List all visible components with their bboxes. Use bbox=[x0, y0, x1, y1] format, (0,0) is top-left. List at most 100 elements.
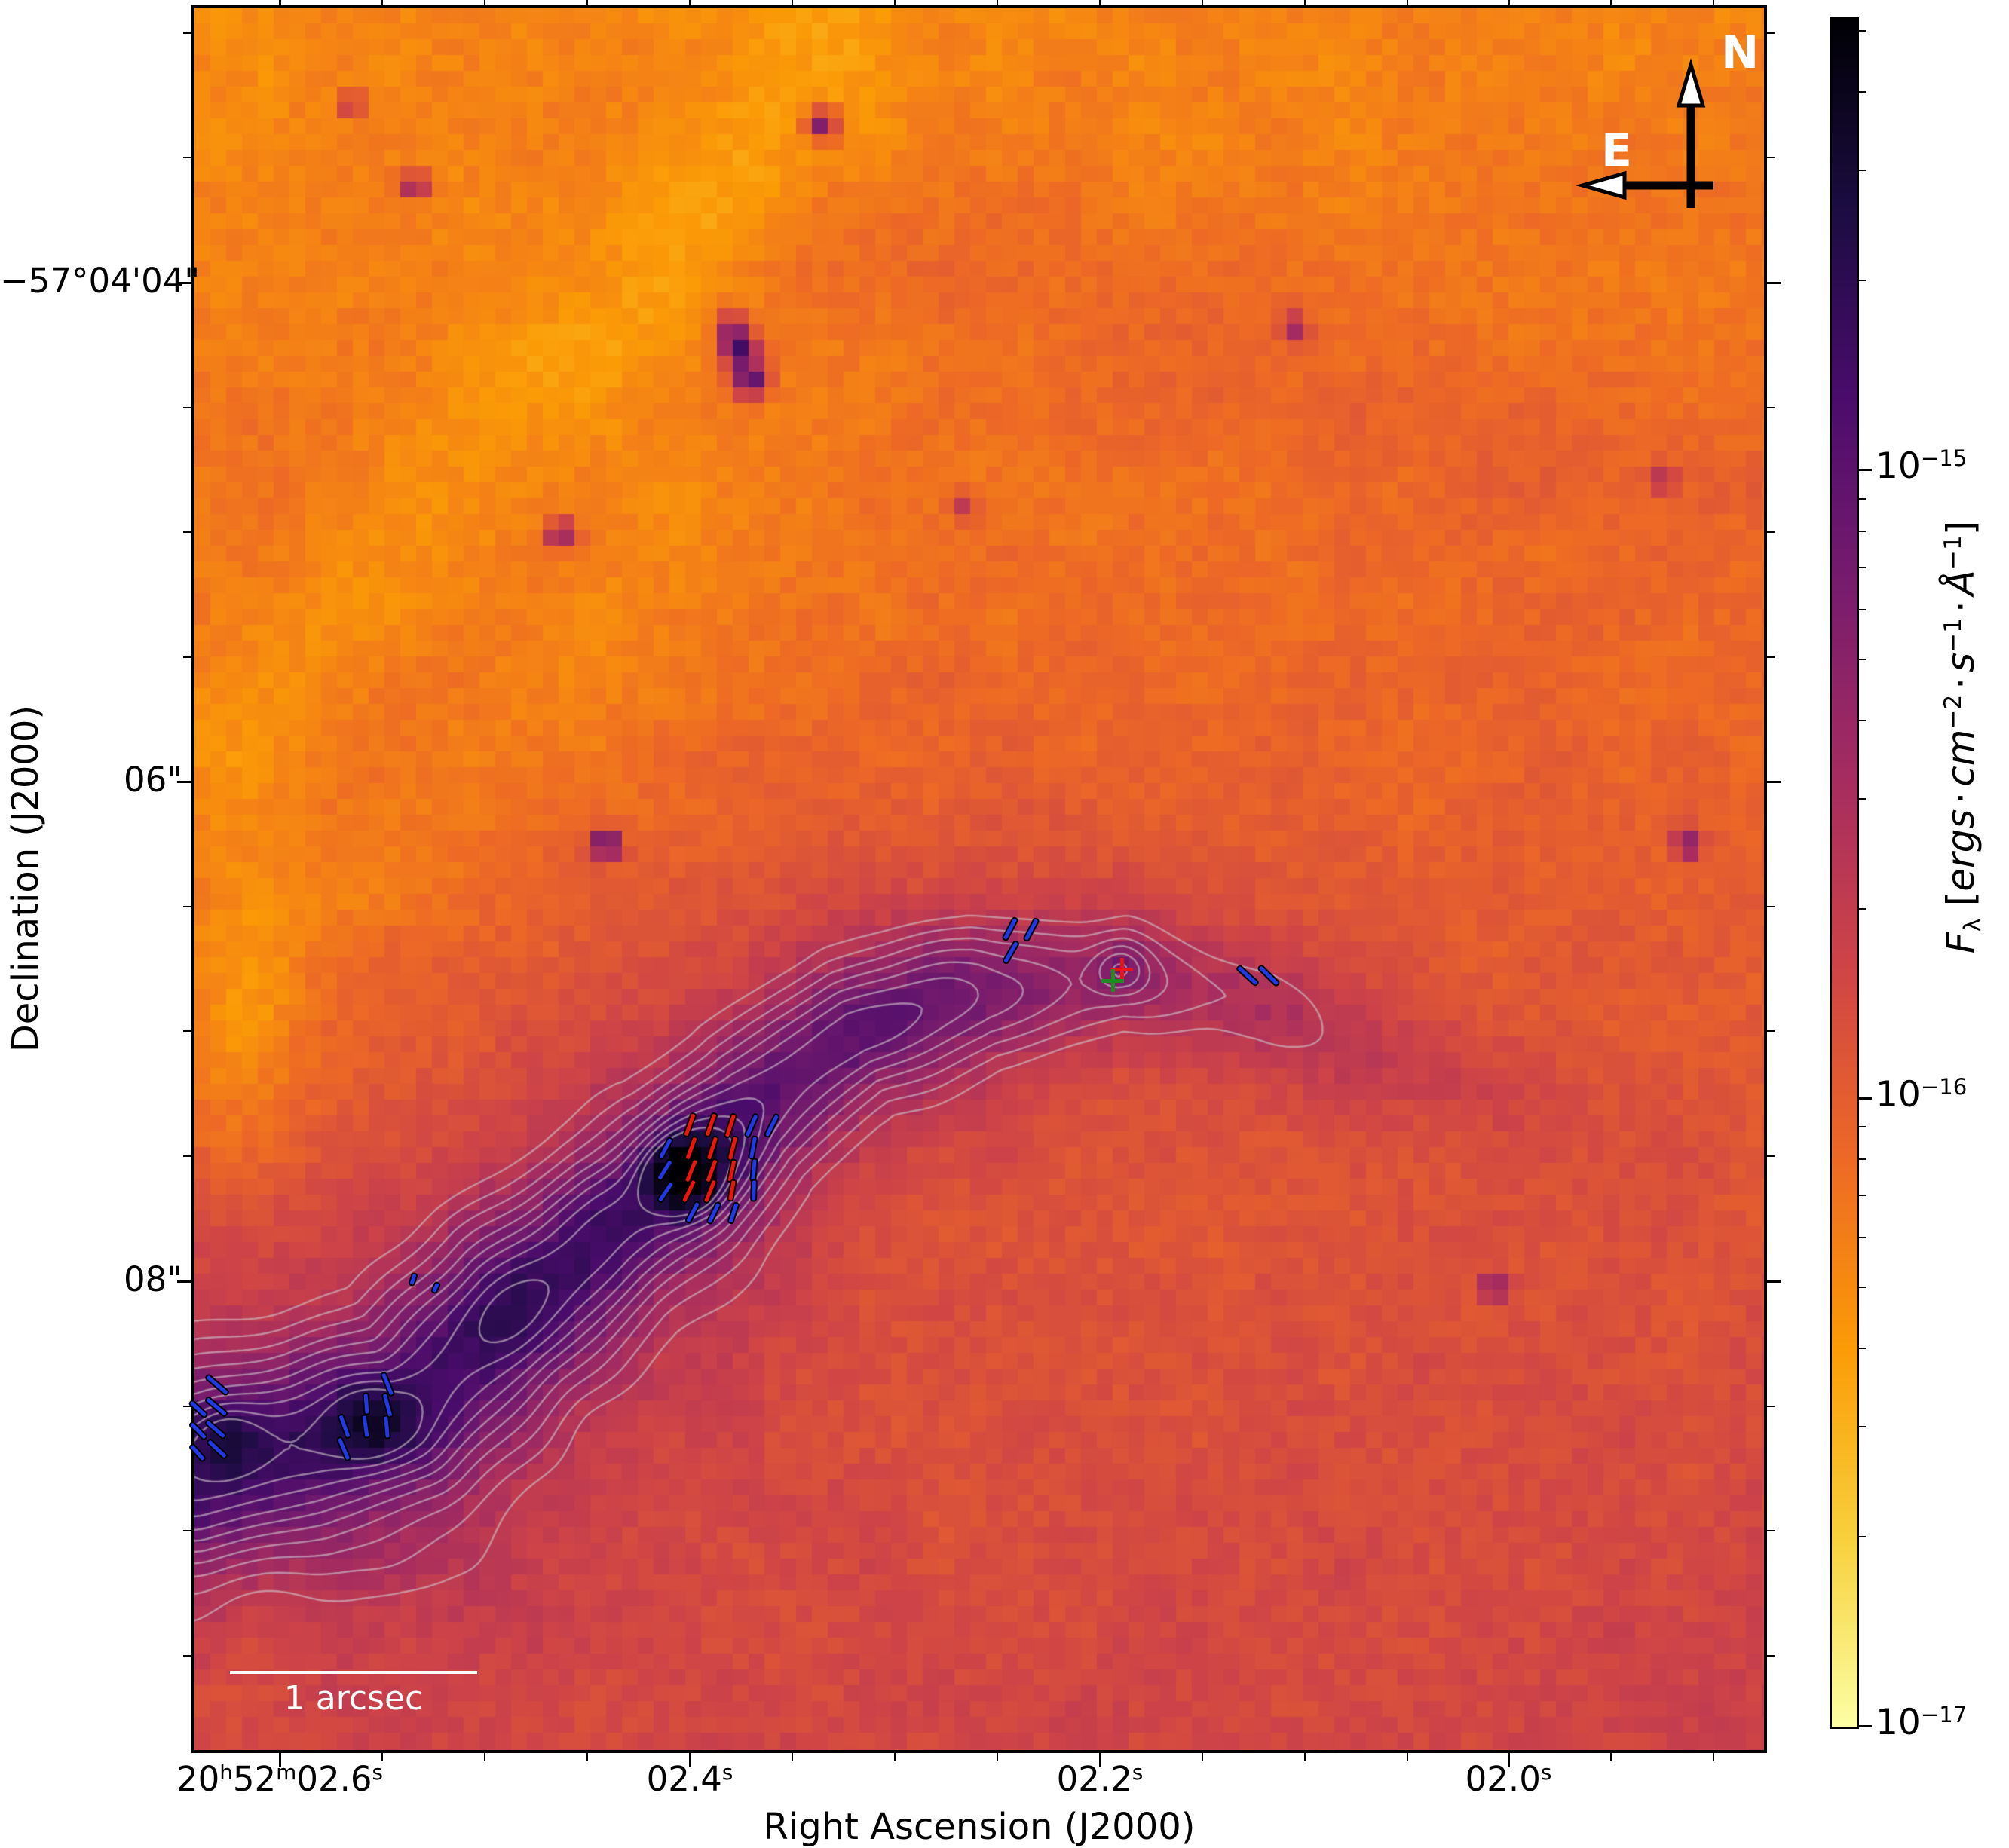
colorbar-minor-tick bbox=[1859, 1237, 1866, 1238]
y-minor-tick bbox=[183, 1655, 191, 1657]
label-part: · bbox=[1939, 601, 1983, 613]
y-major-tick bbox=[177, 780, 191, 783]
label-part: · bbox=[1939, 791, 1983, 804]
plus-bar-vertical bbox=[1111, 969, 1115, 992]
x-major-tick-top bbox=[1098, 0, 1101, 5]
label-part: −15 bbox=[1920, 445, 1968, 471]
label-part: h bbox=[219, 1759, 233, 1785]
x-minor-tick bbox=[997, 1753, 998, 1761]
label-part: m bbox=[276, 1759, 297, 1785]
y-tick-label: 08" bbox=[124, 1259, 182, 1299]
colorbar-minor-tick bbox=[1859, 659, 1866, 660]
plus-bar-vertical bbox=[1120, 958, 1124, 981]
flux-map-canvas bbox=[194, 8, 1764, 1750]
colorbar-minor-tick bbox=[1859, 170, 1866, 171]
x-minor-tick-top bbox=[1304, 0, 1306, 5]
colorbar-minor-tick bbox=[1859, 609, 1866, 610]
y-minor-tick bbox=[183, 1530, 191, 1531]
y-minor-tick bbox=[183, 1406, 191, 1407]
colorbar-minor-tick bbox=[1859, 91, 1866, 93]
colorbar-minor-tick bbox=[1859, 1287, 1866, 1288]
label-part: ergs bbox=[1939, 809, 1983, 892]
label-part: ] bbox=[1939, 520, 1983, 536]
x-major-tick bbox=[278, 1753, 281, 1767]
colorbar-label: Fλ [ergs·cm−2·s−1·Å−1] bbox=[1939, 520, 1986, 954]
x-major-tick-top bbox=[688, 0, 691, 5]
label-part: 02.2 bbox=[1056, 1759, 1132, 1799]
scalebar-line bbox=[230, 1671, 477, 1674]
north-arrowhead-icon bbox=[1676, 58, 1706, 108]
y-minor-tick-right bbox=[1767, 656, 1775, 658]
x-minor-tick bbox=[894, 1753, 896, 1761]
y-major-tick-right bbox=[1767, 780, 1781, 783]
y-minor-tick-right bbox=[1767, 1530, 1775, 1531]
label-part: F bbox=[1939, 932, 1983, 954]
scalebar-label: 1 arcsec bbox=[283, 1679, 424, 1718]
x-tick-label: 20h52m02.6s bbox=[176, 1759, 383, 1799]
y-tick-label: 06" bbox=[124, 760, 182, 800]
x-minor-tick bbox=[586, 1753, 588, 1761]
x-minor-tick-top bbox=[894, 0, 896, 5]
colorbar-minor-tick bbox=[1859, 498, 1866, 500]
y-major-tick bbox=[177, 1280, 191, 1283]
compass-east-label: E bbox=[1601, 124, 1632, 177]
label-part: −1 bbox=[1939, 535, 1967, 570]
colorbar-minor-tick bbox=[1859, 1536, 1866, 1537]
colorbar-minor-tick bbox=[1859, 1126, 1866, 1127]
label-part: s bbox=[1540, 1759, 1552, 1785]
x-major-tick-top bbox=[1507, 0, 1510, 5]
colorbar-minor-tick bbox=[1859, 567, 1866, 568]
label-part: [ bbox=[1939, 891, 1983, 919]
y-minor-tick-right bbox=[1767, 1155, 1775, 1157]
east-arrowhead-icon bbox=[1575, 170, 1627, 200]
colorbar-major-tick bbox=[1859, 1097, 1872, 1100]
polarization-vector bbox=[752, 1179, 756, 1201]
y-minor-tick bbox=[183, 1030, 191, 1032]
label-part: 02.4 bbox=[646, 1759, 722, 1799]
y-minor-tick-right bbox=[1767, 1030, 1775, 1032]
y-minor-tick bbox=[183, 1155, 191, 1157]
y-minor-tick-right bbox=[1767, 407, 1775, 408]
label-part: −1 bbox=[1939, 618, 1967, 653]
label-part: 20 bbox=[176, 1759, 220, 1799]
x-minor-tick-top bbox=[586, 0, 588, 5]
label-part: 10 bbox=[1876, 1074, 1921, 1115]
x-minor-tick-top bbox=[1610, 0, 1612, 5]
y-minor-tick bbox=[183, 656, 191, 658]
label-part: 02.6 bbox=[296, 1759, 372, 1799]
label-part: λ bbox=[1958, 918, 1986, 932]
y-minor-tick bbox=[183, 906, 191, 907]
y-minor-tick bbox=[183, 32, 191, 34]
colorbar-minor-tick bbox=[1859, 531, 1866, 532]
label-part: 02.0 bbox=[1465, 1759, 1541, 1799]
x-major-tick-top bbox=[278, 0, 281, 5]
x-major-tick bbox=[688, 1753, 691, 1767]
x-minor-tick bbox=[1713, 1753, 1714, 1761]
y-minor-tick-right bbox=[1767, 1406, 1775, 1407]
x-minor-tick-top bbox=[1407, 0, 1408, 5]
x-minor-tick-top bbox=[792, 0, 793, 5]
colorbar-minor-tick bbox=[1859, 908, 1866, 910]
label-part: Å bbox=[1939, 569, 1983, 596]
colorbar-tick-label: 10−17 bbox=[1876, 1702, 1967, 1743]
colorbar-tick-label: 10−16 bbox=[1876, 1074, 1967, 1115]
x-tick-label: 02.4s bbox=[647, 1759, 733, 1799]
colorbar-tick-label: 10−15 bbox=[1876, 445, 1967, 487]
colorbar-minor-tick bbox=[1859, 720, 1866, 721]
y-minor-tick bbox=[183, 407, 191, 408]
colorbar-major-tick bbox=[1859, 1724, 1872, 1727]
colorbar-minor-tick bbox=[1859, 798, 1866, 800]
x-tick-label: 02.2s bbox=[1057, 1759, 1144, 1799]
colorbar-minor-tick bbox=[1859, 1158, 1866, 1160]
y-major-tick bbox=[177, 281, 191, 284]
y-minor-tick bbox=[183, 157, 191, 158]
colorbar bbox=[1830, 17, 1859, 1729]
x-axis-label: Right Ascension (J2000) bbox=[763, 1806, 1196, 1848]
x-major-tick bbox=[1098, 1753, 1101, 1767]
x-tick-label: 02.0s bbox=[1465, 1759, 1552, 1799]
colorbar-minor-tick bbox=[1859, 280, 1866, 281]
x-minor-tick bbox=[381, 1753, 383, 1761]
y-major-tick-right bbox=[1767, 281, 1781, 284]
x-minor-tick bbox=[1304, 1753, 1306, 1761]
